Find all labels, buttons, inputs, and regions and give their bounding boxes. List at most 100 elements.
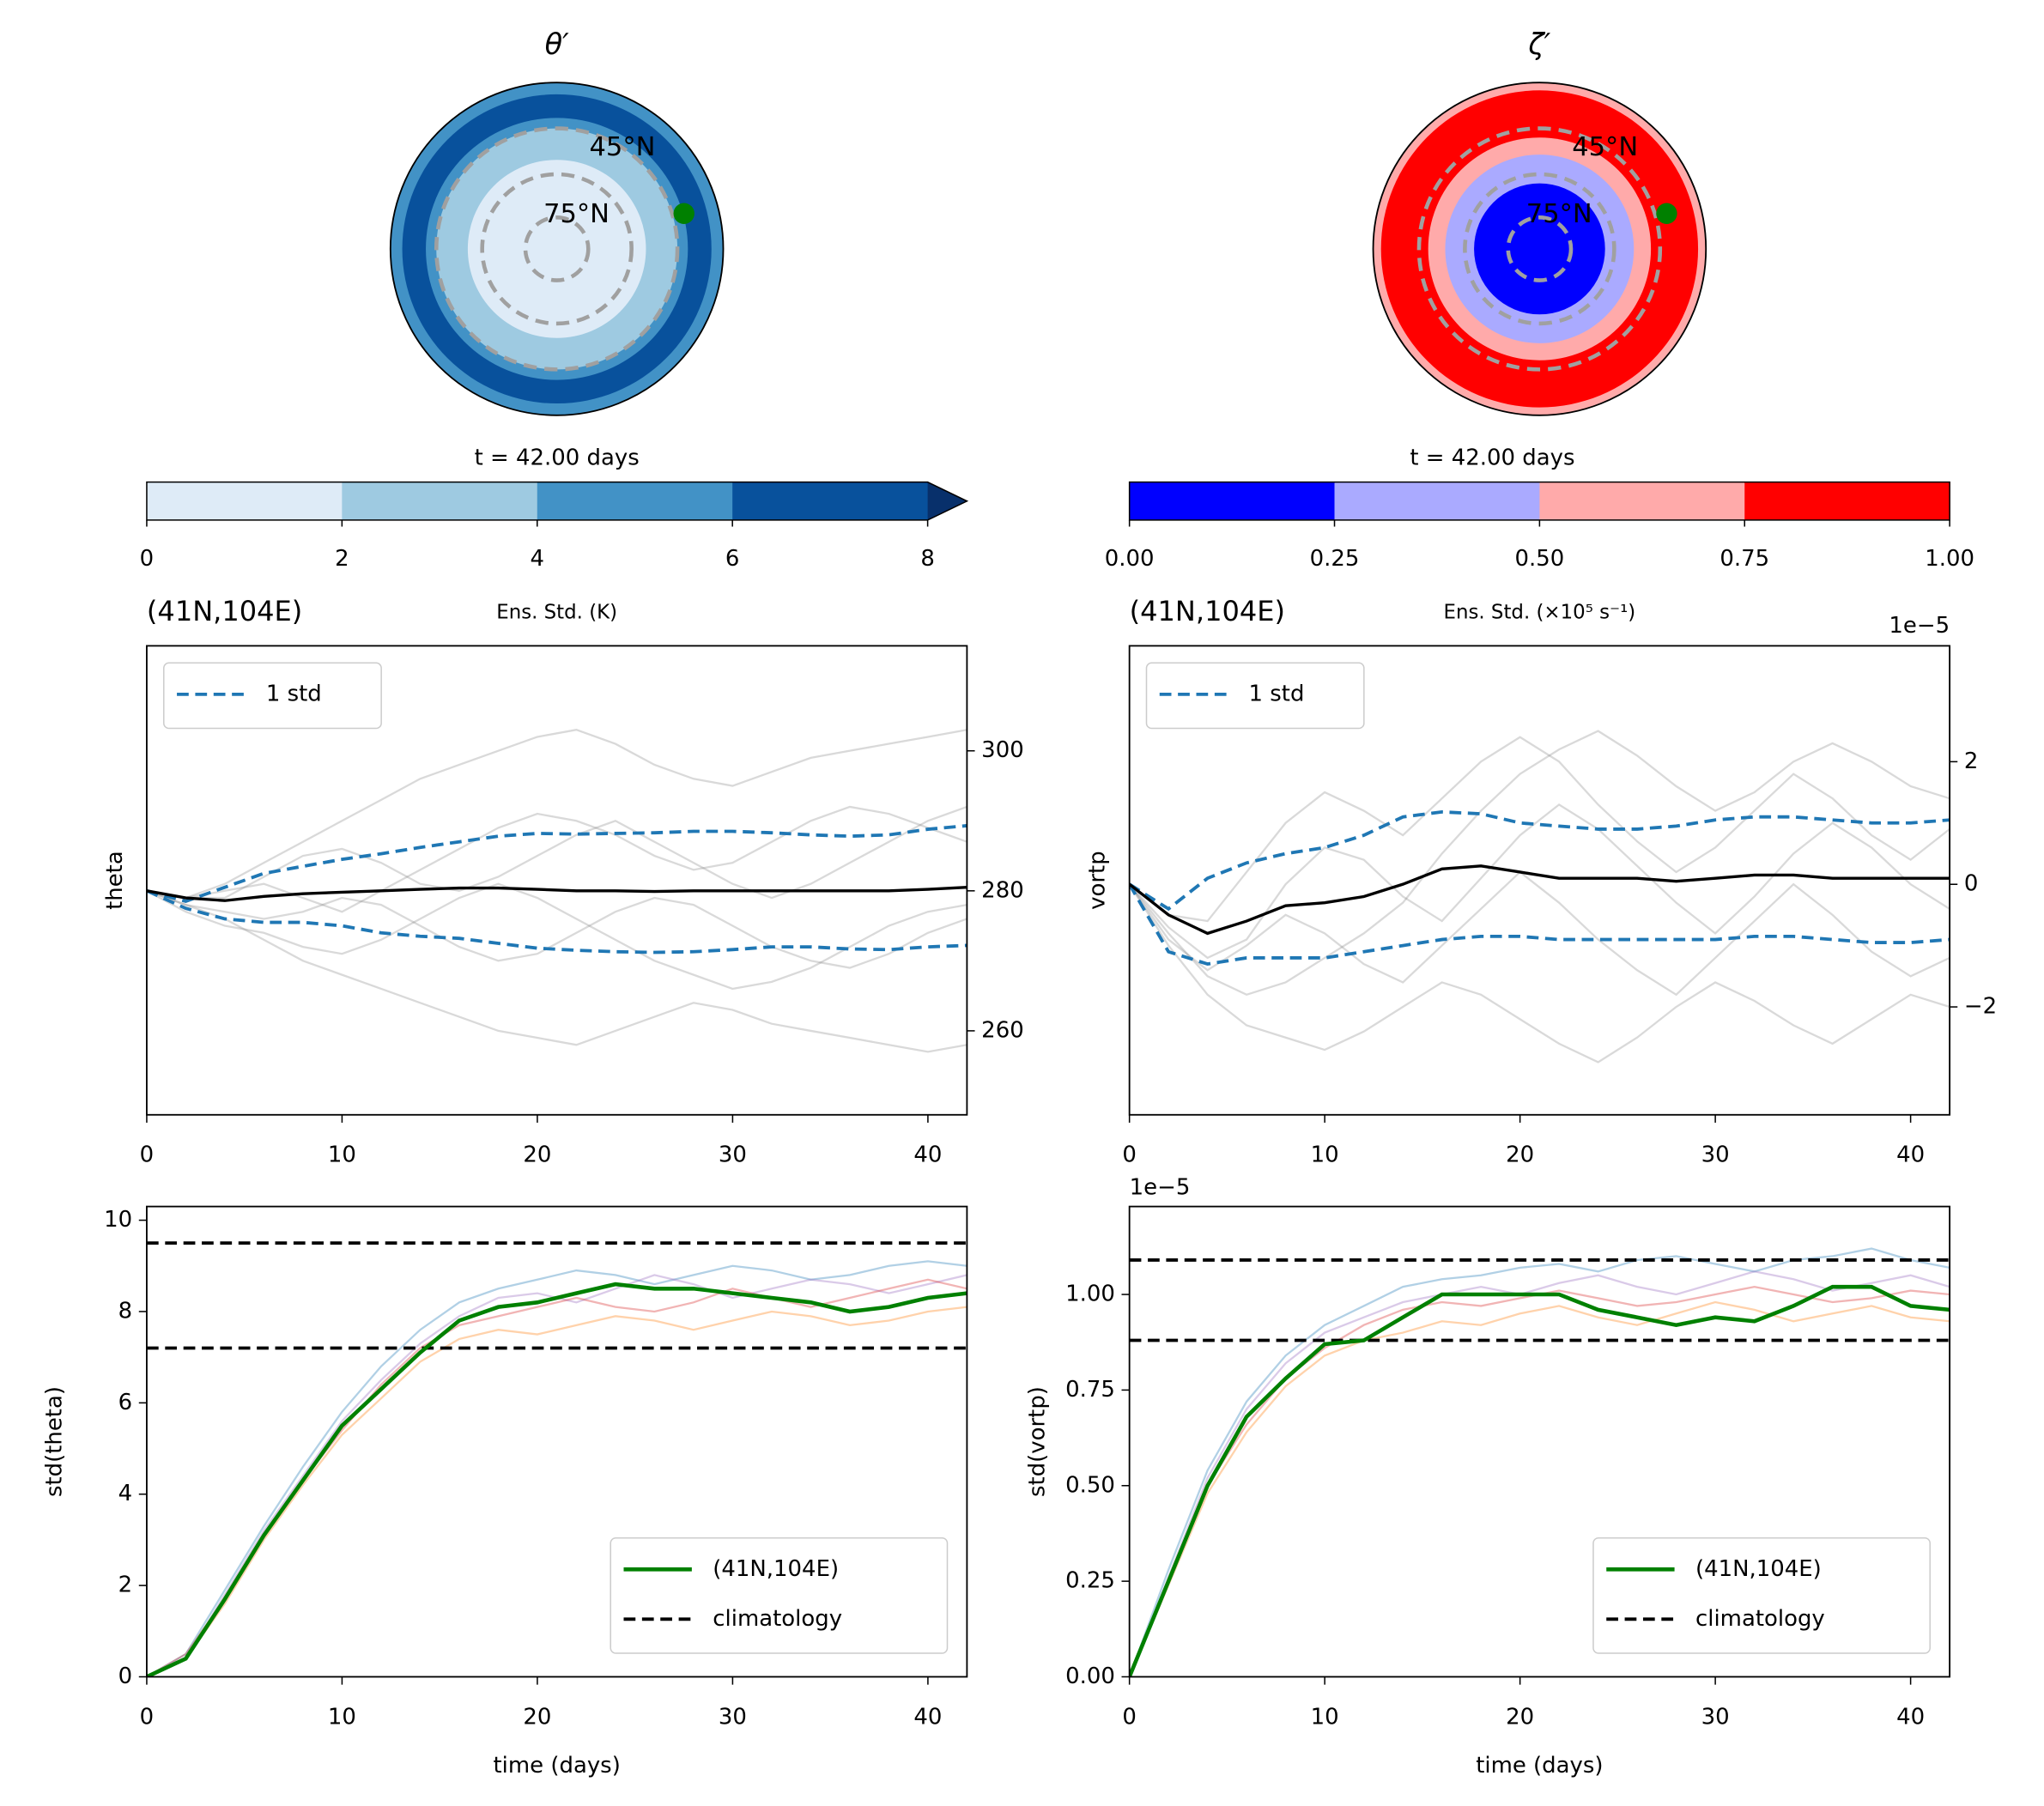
ensemble-member [146,805,967,900]
legend-label: 1 std [1249,681,1305,706]
legend-label: (41N,104E) [1695,1556,1822,1582]
contour-fill [1474,183,1605,315]
x-tick-label: 30 [719,1704,747,1730]
series-line [146,1282,967,1677]
legend-box [610,1536,949,1654]
colorbar-outline [146,481,969,521]
x-tick-label: 0 [1122,1704,1137,1730]
y-tick-label: 260 [981,1017,1024,1043]
y-tick-label: 0.25 [1065,1568,1115,1594]
offset-text: 1e−5 [1130,1175,1191,1201]
colorbar-tick-label: 4 [531,546,545,572]
mean-line [146,885,967,902]
ensemble-member [1129,883,1950,1064]
ensemble-member [1129,870,1950,997]
ensemble-member [1129,803,1950,960]
colorbar-title: t = 42.00 days [1410,445,1574,471]
panel-title: (41N,104E) [147,595,302,627]
ensemble-member [146,889,967,1053]
polar-map [389,82,725,416]
y-tick-label: 0 [118,1664,133,1689]
latitude-circle [1416,126,1663,372]
y-axis-label: std(theta) [42,1386,68,1497]
y-tick-label: 0.50 [1065,1472,1115,1498]
ensemble-member [1129,1247,1950,1677]
y-tick-label: 1.00 [1065,1282,1115,1307]
latitude-label: 45°N [1572,132,1638,162]
ensemble-member [146,882,967,991]
x-tick-label: 40 [1896,1704,1925,1730]
x-tick-label: 40 [1896,1142,1925,1168]
y-axis-label: theta [102,851,128,910]
mean-line [1129,864,1950,936]
y-tick-label: 0 [1964,871,1979,897]
plot-area [1129,1247,1950,1677]
colorbar-segment [732,482,929,520]
ensemble-member [1129,736,1950,923]
colorbar-segment [1539,482,1746,520]
axes-frame [1128,645,1951,1116]
ensemble-member [146,1260,967,1677]
latitude-circle [1506,215,1574,282]
x-tick-label: 40 [913,1142,942,1168]
axes-frame [1128,1205,1951,1678]
panel-title: (41N,104E) [1130,595,1285,627]
offset-text: 1e−5 [1889,613,1950,639]
plot-area [1129,730,1950,1064]
colorbar-segment [1334,482,1541,520]
colorbar-tick-label: 8 [920,546,935,572]
colorbar-segment [1744,482,1950,520]
y-tick-label: 4 [118,1481,133,1506]
ensemble-member [146,729,967,900]
colorbar-segment [146,482,343,520]
x-tick-label: 0 [140,1704,155,1730]
colorbar-extension [927,482,967,520]
std-line [1129,810,1950,912]
colorbar-title: t = 42.00 days [475,445,640,471]
colorbar-segment [1129,482,1336,520]
legend-label: climatology [1695,1606,1825,1632]
colorbar-segment [342,482,538,520]
colorbar-tick-label: 0.00 [1105,546,1155,572]
legend-box [163,662,382,730]
x-tick-label: 10 [328,1142,356,1168]
colorbar-tick-label: 6 [725,546,740,572]
latitude-label: 45°N [590,132,656,162]
x-tick-label: 0 [140,1142,155,1168]
ensemble-member [1129,1300,1950,1677]
ensemble-member [1129,730,1950,997]
x-tick-label: 40 [913,1704,942,1730]
latitude-label: 75°N [1526,199,1592,229]
colorbar-tick-label: 2 [335,546,349,572]
y-tick-label: 0.00 [1065,1664,1115,1689]
x-tick-label: 10 [1311,1704,1339,1730]
x-tick-label: 30 [1701,1704,1730,1730]
ensemble-member [1129,1270,1950,1677]
series-line [1129,1284,1950,1677]
colorbar-tick-label: 0.50 [1514,546,1564,572]
y-axis-label: vortp [1085,851,1111,910]
plot-area [146,729,967,1053]
x-tick-label: 0 [1122,1142,1137,1168]
latitude-circle [434,126,680,372]
legend-label: (41N,104E) [713,1556,839,1582]
colorbar-label: Ens. Std. (K) [496,602,617,624]
x-tick-label: 10 [328,1704,356,1730]
panel-title: ζ′ [1527,27,1550,61]
x-axis-label: time (days) [494,1753,621,1779]
colorbar-tick-label: 0.25 [1310,546,1360,572]
colorbar-tick-label: 1.00 [1925,546,1974,572]
x-tick-label: 30 [1701,1142,1730,1168]
panel-title: θ′ [545,27,570,61]
latitude-label: 75°N [543,199,610,229]
location-marker [673,203,694,224]
y-tick-label: 6 [118,1390,133,1415]
ensemble-member [146,1306,967,1677]
latitude-circle [1463,172,1616,326]
colorbar-segment [537,482,733,520]
x-tick-label: 20 [523,1142,551,1168]
ensemble-member [146,889,967,969]
legend-label: climatology [713,1606,842,1632]
y-tick-label: −2 [1964,994,1997,1020]
